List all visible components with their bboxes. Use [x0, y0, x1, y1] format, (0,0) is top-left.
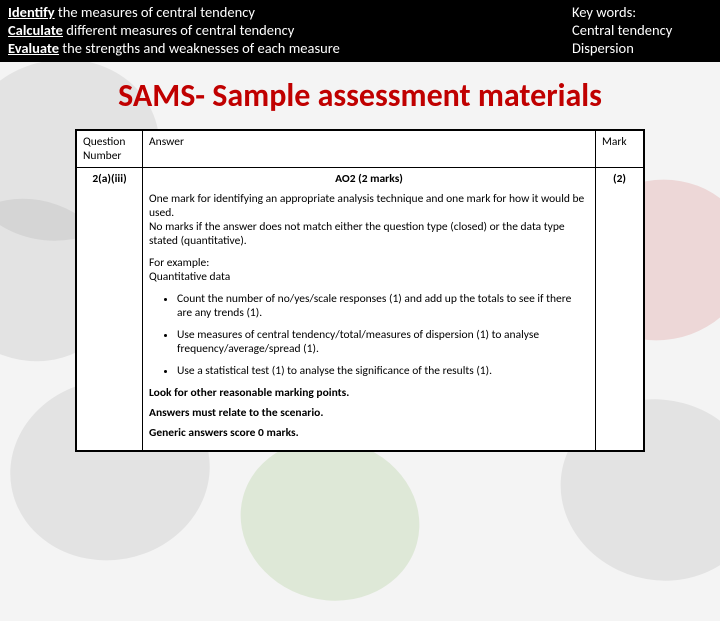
keywords-block: Key words: Central tendency Dispersion — [572, 3, 712, 57]
marking-guidance-1: One mark for identifying an appropriate … — [149, 192, 589, 248]
objective-verb: Calculate — [8, 21, 63, 39]
example-bullet: Use measures of central tendency/total/m… — [177, 328, 589, 356]
marking-note: Look for other reasonable marking points… — [149, 386, 589, 400]
objective-rest: the measures of central tendency — [55, 3, 255, 21]
keywords-label: Key words: — [572, 3, 712, 21]
keyword-item: Dispersion — [572, 39, 712, 57]
col-header-answer: Answer — [143, 131, 596, 168]
objective-verb: Evaluate — [8, 39, 59, 57]
objective-line: Calculate different measures of central … — [8, 21, 572, 39]
objective-verb: Identify — [8, 3, 55, 21]
example-intro: For example: Quantitative data — [149, 256, 589, 284]
objective-rest: different measures of central tendency — [63, 21, 294, 39]
header-bar: Identify the measures of central tendenc… — [0, 0, 720, 62]
mark-scheme-table: Question Number Answer Mark 2(a)(iii) AO… — [75, 129, 645, 452]
example-bullets: Count the number of no/yes/scale respons… — [177, 292, 589, 378]
objective-rest: the strengths and weaknesses of each mea… — [59, 39, 340, 57]
objectives-block: Identify the measures of central tendenc… — [8, 3, 572, 57]
answer-cell: AO2 (2 marks) One mark for identifying a… — [143, 168, 596, 451]
mark-value: (2) — [596, 168, 644, 451]
objective-line: Evaluate the strengths and weaknesses of… — [8, 39, 572, 57]
page-title: SAMS- Sample assessment materials — [0, 76, 720, 115]
example-bullet: Use a statistical test (1) to analyse th… — [177, 364, 589, 378]
col-header-question: Question Number — [77, 131, 143, 168]
example-bullet: Count the number of no/yes/scale respons… — [177, 292, 589, 320]
keyword-item: Central tendency — [572, 21, 712, 39]
marking-note: Generic answers score 0 marks. — [149, 426, 589, 440]
question-number: 2(a)(iii) — [77, 168, 143, 451]
col-header-mark: Mark — [596, 131, 644, 168]
ao-heading: AO2 (2 marks) — [149, 172, 589, 186]
marking-note: Answers must relate to the scenario. — [149, 406, 589, 420]
objective-line: Identify the measures of central tendenc… — [8, 3, 572, 21]
